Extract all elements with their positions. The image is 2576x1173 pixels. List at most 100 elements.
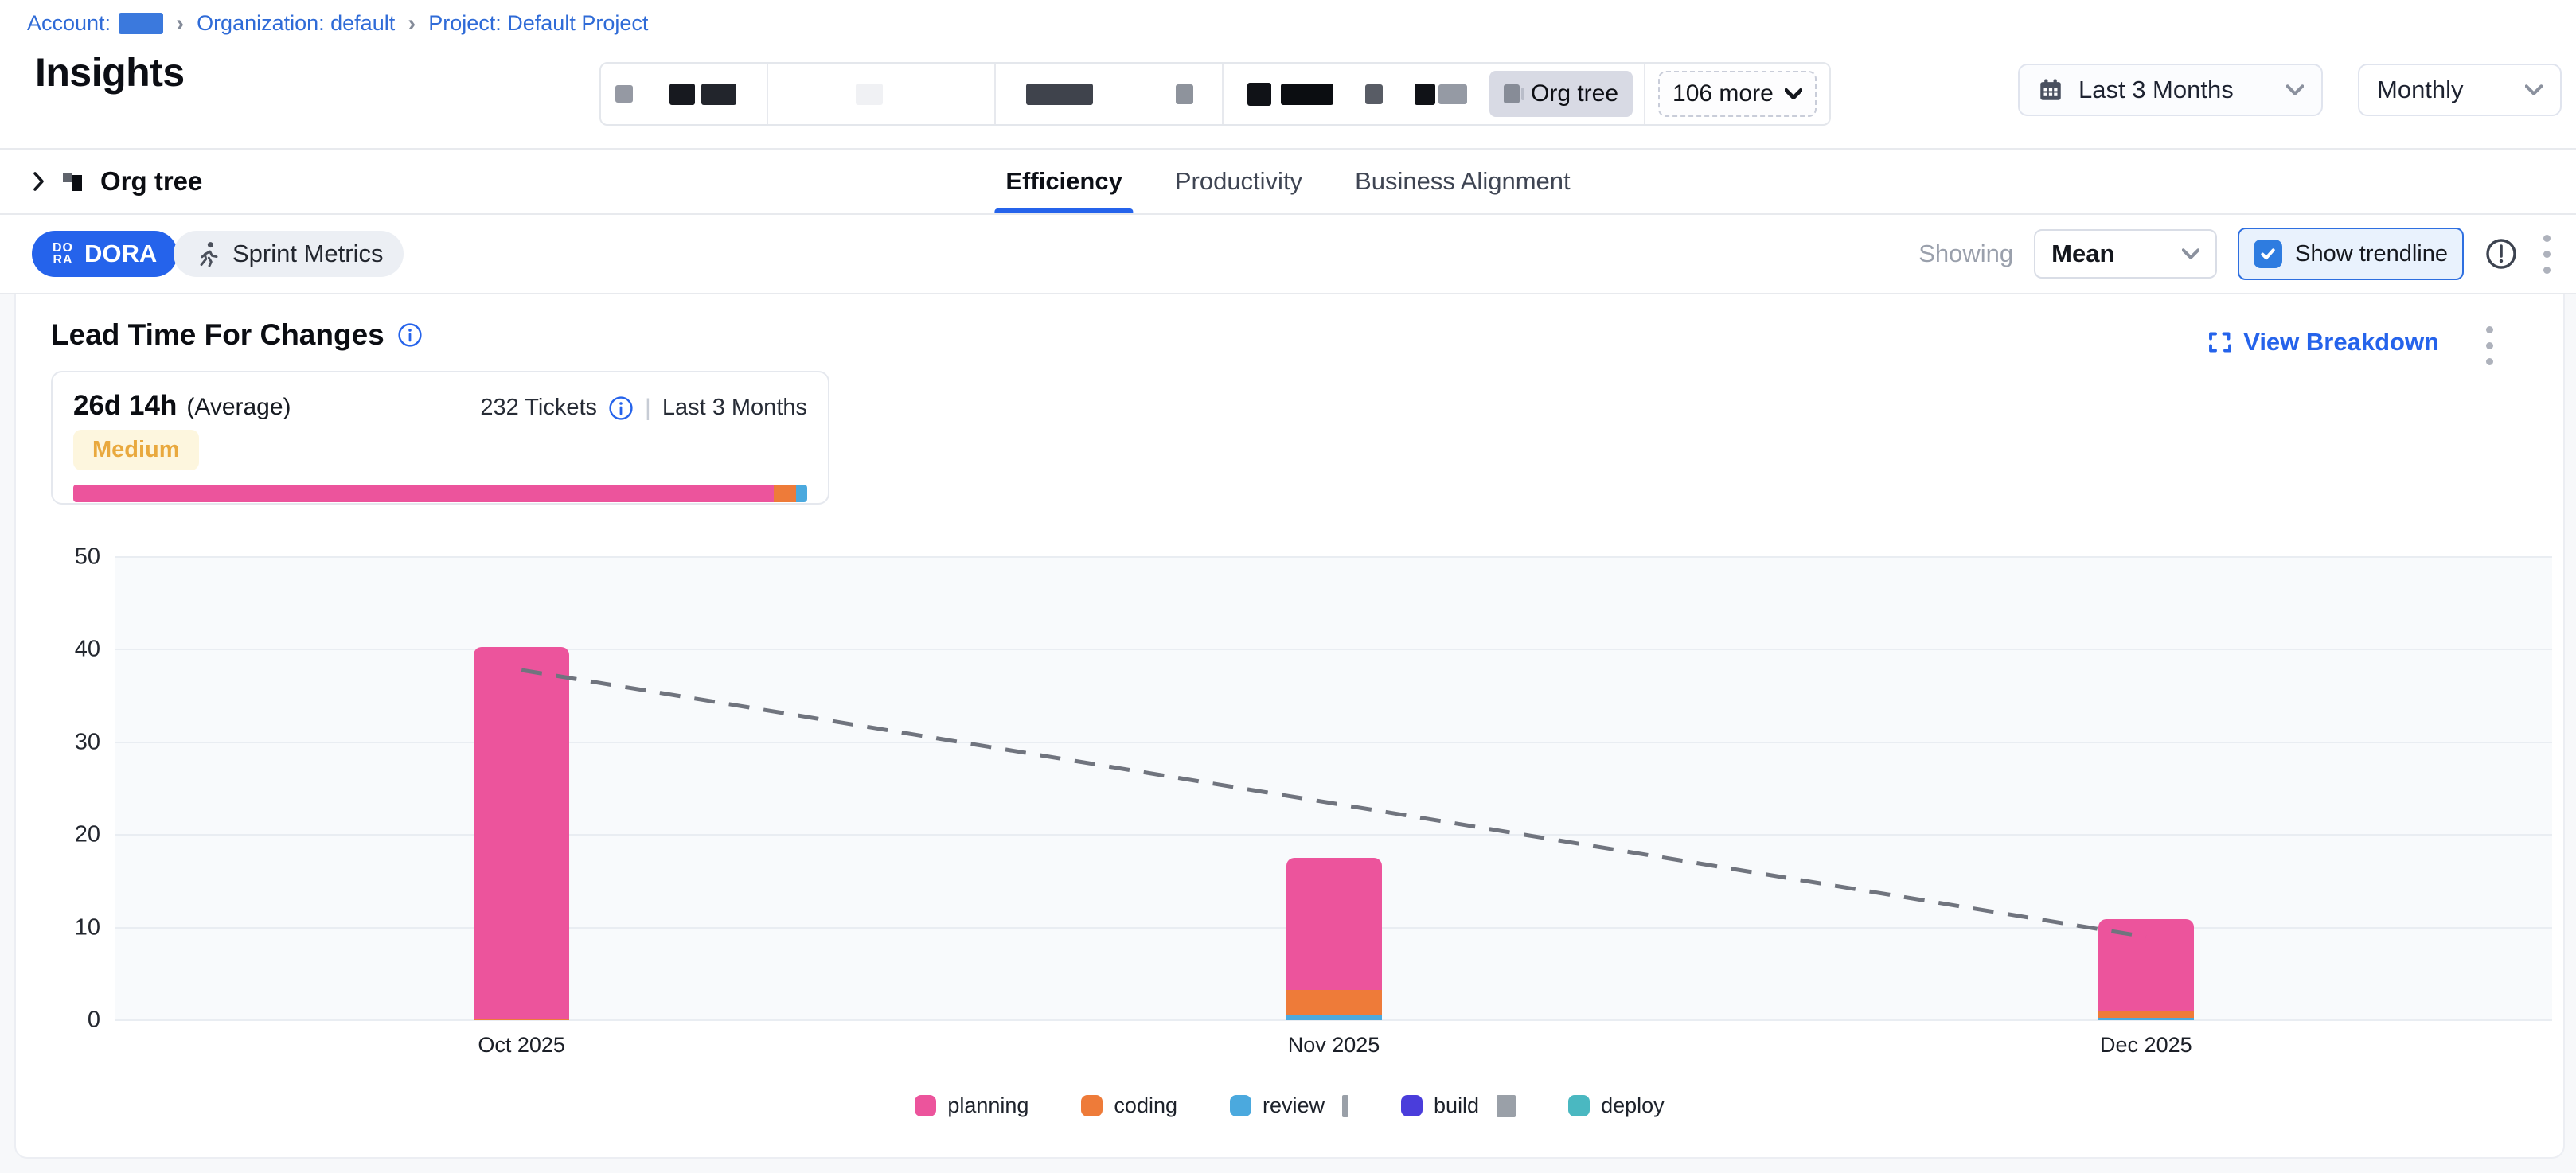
filter-segment-org-tree: Org tree <box>1478 64 1646 124</box>
filter-toolbar-segments <box>601 64 1478 124</box>
tickets-info-icon[interactable] <box>608 396 634 421</box>
tab-efficiency[interactable]: Efficiency <box>994 150 1134 213</box>
legend-item-build[interactable]: build <box>1401 1093 1479 1118</box>
sprint-metrics-label: Sprint Metrics <box>232 240 384 267</box>
bar-dec-2025-planning[interactable] <box>2098 919 2194 1011</box>
filter-segment-redacted-3[interactable] <box>996 64 1224 124</box>
tab-productivity[interactable]: Productivity <box>1174 167 1303 195</box>
chevron-down-icon <box>1784 88 1802 99</box>
bar-dec-2025-review[interactable] <box>2098 1017 2194 1020</box>
filter-segment-redacted-2[interactable] <box>768 64 996 124</box>
show-trendline-label: Show trendline <box>2295 240 2448 267</box>
chevron-down-icon <box>2286 84 2304 95</box>
aggregation-value: Mean <box>2051 240 2115 267</box>
granularity-select[interactable]: Monthly <box>2358 64 2562 116</box>
redacted-filter-item <box>1026 83 1093 105</box>
org-tree-chip-icon <box>1504 84 1524 103</box>
chart-y-axis: 0 10 20 30 40 50 <box>16 544 100 1033</box>
breadcrumb-organization[interactable]: Organization: default <box>197 11 396 35</box>
summary-range: Last 3 Months <box>662 395 807 420</box>
chart-card: Lead Time For Changes View Breakdown 26d… <box>14 294 2565 1159</box>
breadcrumb-separator-icon: › <box>408 10 416 37</box>
bar-nov-2025-planning[interactable] <box>1286 858 1382 990</box>
chevron-down-icon <box>2182 248 2200 259</box>
dora-tab-button[interactable]: DO RA DORA <box>32 231 178 277</box>
aggregation-select[interactable]: Mean <box>2034 229 2218 279</box>
breadcrumb-account-redacted-value <box>119 13 164 34</box>
legend-label-review: review <box>1263 1093 1325 1117</box>
distribution-segment-coding <box>773 485 797 502</box>
bar-oct-2025-coding[interactable] <box>474 1018 570 1020</box>
filter-segment-more: 106 more <box>1645 64 1829 124</box>
phase-distribution-bar <box>73 485 807 502</box>
date-range-value: Last 3 Months <box>2078 76 2234 103</box>
more-filters-button[interactable]: 106 more <box>1658 71 1817 117</box>
x-tick-label: Nov 2025 <box>1287 1033 1380 1057</box>
redacted-filter-item <box>856 83 883 105</box>
legend-swatch-deploy <box>1568 1095 1590 1116</box>
legend-swatch-build <box>1401 1095 1423 1116</box>
chart-legend: planning coding review build deploy <box>16 1093 2563 1118</box>
context-row: Org tree Efficiency Productivity Business … <box>0 148 2576 215</box>
chart-controls: Showing Mean Show trendline <box>1918 215 2555 293</box>
org-tree-group-header[interactable]: Org tree <box>32 150 202 213</box>
legend-swatch-coding <box>1081 1095 1103 1116</box>
show-trendline-toggle[interactable]: Show trendline <box>2238 228 2464 280</box>
legend-label-coding: coding <box>1114 1093 1177 1117</box>
org-tree-chip-label: Org tree <box>1531 80 1619 107</box>
header-row: Insights Org tree 106 more <box>0 49 2576 148</box>
breadcrumb-account[interactable]: Account: <box>27 11 164 36</box>
granularity-value: Monthly <box>2377 76 2464 103</box>
legend-item-coding[interactable]: coding <box>1081 1093 1177 1118</box>
redacted-filter-item <box>701 83 736 105</box>
breadcrumb-row: Account: › Organization: default › Proje… <box>0 0 2576 49</box>
legend-item-deploy[interactable]: deploy <box>1568 1093 1665 1118</box>
redacted-filter-item <box>669 83 695 105</box>
chart-header: Lead Time For Changes <box>51 318 423 352</box>
bar-nov-2025-coding[interactable] <box>1286 989 1382 1015</box>
info-alert-icon[interactable] <box>2484 237 2518 271</box>
bar-dec-2025-coding[interactable] <box>2098 1011 2194 1018</box>
breadcrumb-account-label: Account: <box>27 11 111 35</box>
chart-x-axis: Oct 2025 Nov 2025 Dec 2025 <box>115 1033 2552 1073</box>
kebab-menu[interactable] <box>2539 230 2555 279</box>
breadcrumb-project[interactable]: Project: Default Project <box>428 11 649 35</box>
y-tick-label: 40 <box>74 636 100 662</box>
filter-segment-redacted-4[interactable] <box>1224 64 1478 124</box>
check-icon <box>2261 248 2275 260</box>
redacted-filter-item <box>1365 84 1383 104</box>
redacted-filter-item <box>1415 83 1435 105</box>
dora-logo-icon: DO RA <box>53 241 73 267</box>
filter-segment-redacted-1[interactable] <box>601 64 768 124</box>
summary-qualifier: (Average) <box>186 394 291 420</box>
chevron-down-icon <box>2525 84 2543 95</box>
legend-redacted-mark <box>1342 1094 1349 1117</box>
date-range-select[interactable]: Last 3 Months <box>2018 64 2323 116</box>
more-filters-label: 106 more <box>1672 80 1774 107</box>
x-tick-label: Oct 2025 <box>478 1033 565 1057</box>
bar-oct-2025-planning[interactable] <box>474 646 570 1019</box>
gridline-y-40 <box>115 649 2552 651</box>
sprint-metrics-tab-button[interactable]: Sprint Metrics <box>174 231 404 277</box>
gridline-y-50 <box>115 556 2552 558</box>
trendline-checkbox[interactable] <box>2254 240 2283 268</box>
chart-kebab-menu[interactable] <box>2481 322 2498 370</box>
y-tick-label: 30 <box>74 729 100 755</box>
showing-label: Showing <box>1918 240 2014 267</box>
legend-item-review[interactable]: review <box>1230 1093 1325 1118</box>
info-icon[interactable] <box>397 322 423 348</box>
tab-business-alignment[interactable]: Business Alignment <box>1355 167 1571 195</box>
view-breakdown-button[interactable]: View Breakdown <box>2208 328 2439 357</box>
redacted-filter-item <box>1176 84 1193 104</box>
summary-divider: | <box>645 394 651 421</box>
org-tree-filter-chip[interactable]: Org tree <box>1489 71 1633 117</box>
y-tick-label: 50 <box>74 544 100 570</box>
redacted-filter-item <box>615 85 633 103</box>
bar-nov-2025-review[interactable] <box>1286 1015 1382 1020</box>
org-tree-icon <box>63 173 82 191</box>
redacted-filter-item <box>1281 83 1333 105</box>
breadcrumb-separator-icon: › <box>176 10 185 37</box>
legend-swatch-planning <box>915 1095 937 1116</box>
legend-item-planning[interactable]: planning <box>915 1093 1028 1118</box>
tabs: Efficiency Productivity Business Alignment <box>994 150 1573 213</box>
